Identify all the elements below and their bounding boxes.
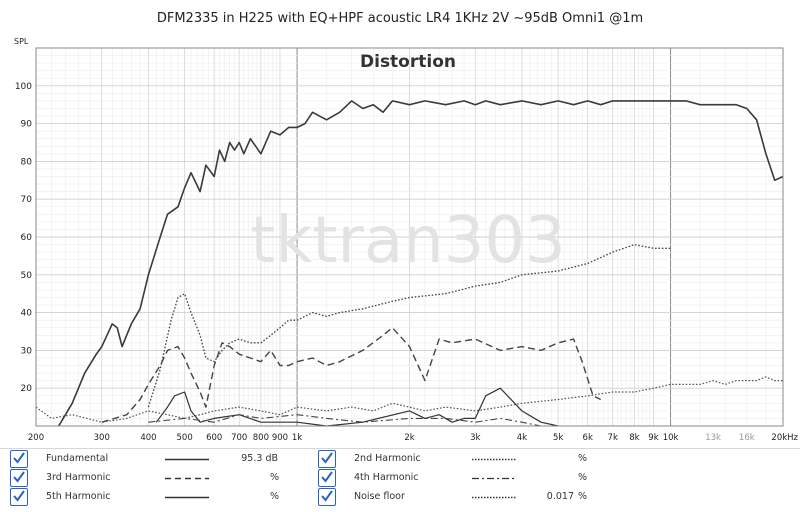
x-tick-label: 7k: [608, 433, 618, 443]
legend-separator: [0, 448, 800, 449]
legend-item-noise-floor[interactable]: [318, 488, 336, 506]
legend-unit: %: [270, 472, 280, 483]
x-tick-label: 4k: [517, 433, 527, 443]
series: [35, 100, 784, 427]
legend-value: 95.3 dB: [241, 453, 278, 464]
x-tick-label: 13k: [705, 433, 721, 443]
x-tick-label: 700: [231, 433, 247, 443]
legend-label: Fundamental: [46, 453, 109, 464]
legend-label: 2nd Harmonic: [354, 453, 421, 464]
x-tick-label: 9k: [648, 433, 658, 443]
legend-item-5th-harmonic[interactable]: [10, 488, 28, 506]
x-tick-label: 800: [253, 433, 269, 443]
legend-swatch-dashed: [165, 477, 209, 480]
tick-labels: 20 30 40 50 60 70 80 90 100 200 300 400 500 600 700 800…: [15, 82, 799, 443]
distortion-chart: DFM2335 in H225 with EQ+HPF acoustic LR4…: [14, 11, 799, 443]
checkbox-checked-icon[interactable]: [10, 488, 28, 506]
series-line-fundamental: [58, 100, 784, 427]
y-tick-label: 50: [21, 271, 33, 281]
checkbox-checked-icon[interactable]: [318, 488, 336, 506]
x-tick-label: 900: [272, 433, 288, 443]
x-tick-label: 16k: [739, 433, 755, 443]
legend-label: 3rd Harmonic: [46, 472, 111, 483]
x-tick-label: 10k: [663, 433, 679, 443]
series-line-4th-harmonic: [148, 414, 542, 427]
series-line-2nd-harmonic: [147, 243, 671, 408]
x-tick-label: 5k: [553, 433, 563, 443]
x-tick-label: 8k: [629, 433, 639, 443]
checkbox-checked-icon[interactable]: [10, 469, 28, 487]
x-tick-label: 300: [94, 433, 110, 443]
x-tick-label: 6k: [583, 433, 593, 443]
checkbox-checked-icon[interactable]: [318, 469, 336, 487]
y-tick-label: 20: [21, 384, 33, 394]
legend-item-fundamental[interactable]: [10, 450, 28, 468]
y-tick-label: 70: [21, 195, 33, 205]
checkbox-checked-icon[interactable]: [318, 450, 336, 468]
series-line-3rd-harmonic: [101, 327, 602, 423]
y-tick-label: 90: [21, 120, 33, 130]
legend-label: 5th Harmonic: [46, 491, 111, 502]
chart-subtitle: Distortion: [360, 52, 456, 72]
legend-swatch-solid: [165, 496, 209, 499]
legend-label: 4th Harmonic: [354, 472, 419, 483]
x-tick-label: 2k: [404, 433, 414, 443]
legend-unit: %: [578, 453, 588, 464]
legend-unit: %: [270, 491, 280, 502]
checkbox-checked-icon[interactable]: [10, 450, 28, 468]
legend-swatch-dashdot: [472, 477, 516, 480]
y-tick-label: 80: [21, 157, 33, 167]
legend-unit: %: [578, 491, 588, 502]
plot-frame: [35, 47, 784, 427]
legend-item-4th-harmonic[interactable]: [318, 469, 336, 487]
legend-value: 0.017: [546, 491, 574, 502]
legend-swatch-solid: [165, 458, 209, 461]
x-tick-label: 1k: [292, 433, 302, 443]
chart-watermark: tktran303: [250, 204, 566, 278]
x-tick-label: 400: [140, 433, 156, 443]
x-tick-label: 500: [177, 433, 193, 443]
y-tick-label: 40: [21, 309, 33, 319]
legend-swatch-dotted: [472, 458, 516, 461]
y-tick-label: 30: [21, 346, 33, 356]
chart-title: DFM2335 in H225 with EQ+HPF acoustic LR4…: [157, 11, 643, 26]
x-tick-label: 600: [206, 433, 222, 443]
x-tick-label: 200: [28, 433, 44, 443]
legend-item-2nd-harmonic[interactable]: [318, 450, 336, 468]
y-tick-label: 60: [21, 233, 33, 243]
legend-swatch-dotted: [472, 496, 516, 499]
y-tick-label: 100: [15, 82, 32, 92]
x-tick-label: 3k: [470, 433, 480, 443]
legend-item-3rd-harmonic[interactable]: [10, 469, 28, 487]
legend-label: Noise floor: [354, 491, 405, 502]
y-axis-label: SPL: [14, 37, 29, 46]
legend-unit: %: [578, 472, 588, 483]
x-tick-label: 20kHz: [771, 433, 798, 443]
series-line-noise-floor: [35, 376, 783, 423]
